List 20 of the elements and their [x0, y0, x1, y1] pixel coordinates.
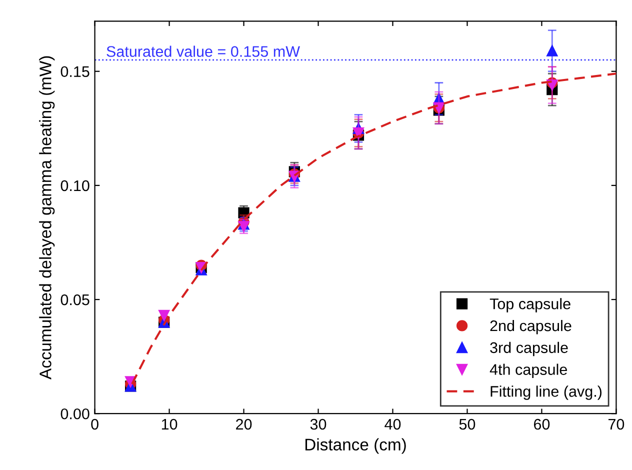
legend-label: 3rd capsule: [490, 342, 568, 356]
x-tick-label: 70: [608, 418, 624, 430]
legend-label: 4th capsule: [490, 364, 567, 378]
x-tick-label: 0: [91, 418, 98, 430]
x-tick-label: 60: [534, 418, 550, 430]
x-tick-label: 20: [236, 418, 252, 430]
x-tick-label: 10: [162, 418, 178, 430]
y-tick-label: 0.15: [60, 66, 90, 78]
y-tick-label: 0.05: [60, 294, 90, 306]
x-axis-title: Distance (cm): [305, 438, 406, 454]
y-axis-title: Accumulated delayed gamma heating (mW): [39, 56, 55, 380]
x-tick-label: 40: [384, 418, 401, 430]
x-tick-label: 30: [310, 418, 326, 430]
legend-label: 2nd capsule: [490, 320, 572, 334]
ref-line-label: Saturated value = 0.155 mW: [106, 46, 300, 57]
legend-label: Fitting line (avg.): [490, 386, 602, 400]
legend-label: Top capsule: [490, 298, 570, 312]
y-tick-label: 0.00: [60, 408, 90, 420]
y-tick-label: 0.10: [60, 180, 90, 192]
x-tick-label: 50: [459, 418, 476, 430]
